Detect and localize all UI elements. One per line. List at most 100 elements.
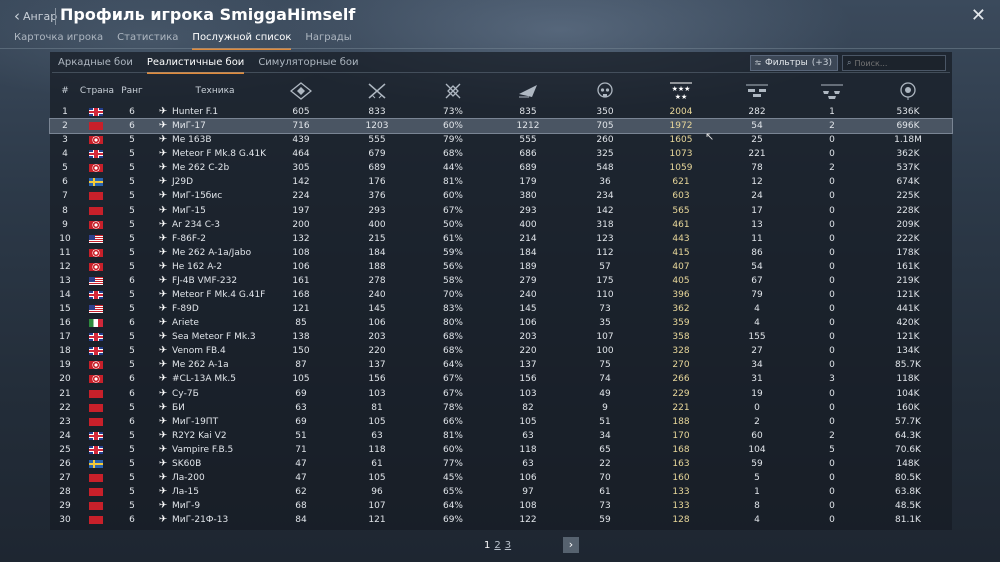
flag-us-icon [89, 234, 103, 243]
flag-ussr-icon [89, 474, 103, 483]
deaths-icon[interactable] [590, 78, 620, 104]
tab-2[interactable]: Послужной список [192, 32, 292, 50]
table-row[interactable]: 5 5 ✈ Me 262 C-2b 305 689 44% 689 548 1059 78 2 537K [50, 161, 952, 175]
battles-value: 105 [292, 374, 310, 385]
battles-value: 439 [292, 135, 310, 146]
flag-de-icon [89, 220, 103, 229]
back-to-hangar-button[interactable]: ‹ Ангар [14, 9, 58, 24]
missions-value: 1203 [365, 121, 389, 132]
page-link[interactable]: 1 [484, 540, 491, 551]
air-kills-value: 1605 [669, 135, 693, 146]
col-vehicle[interactable]: Техника [195, 86, 235, 96]
table-row[interactable]: 4 5 ✈ Meteor F Mk.8 G.41K 464 679 68% 686 325 107… [50, 147, 952, 161]
table-row[interactable]: 10 5 ✈ F-86F-2 132 215 61% 214 123 443 11 0 222K [50, 232, 952, 246]
table-row[interactable]: 17 5 ✈ Sea Meteor F Mk.3 138 203 68% 203 107 358 1… [50, 330, 952, 344]
vehicle-name: SK60B [172, 458, 202, 469]
flag-ussr-icon [89, 206, 103, 215]
table-row[interactable]: 25 5 ✈ Vampire F.B.5 71 118 60% 118 65 168 104 5 70.… [50, 443, 952, 457]
table-row[interactable]: 3 5 ✈ Me 163B 439 555 79% 555 260 1605 25 0 1.18M [50, 133, 952, 147]
col-country[interactable]: Страна [79, 86, 115, 96]
table-row[interactable]: 18 5 ✈ Venom FB.4 150 220 68% 220 100 328 27 0 134K [50, 344, 952, 358]
missions-won-icon[interactable] [362, 78, 392, 104]
country-flag-icon [89, 122, 103, 131]
close-icon[interactable]: ✕ [970, 5, 986, 26]
mode-tab-2[interactable]: Симуляторные бои [258, 57, 359, 68]
table-row[interactable]: 11 5 ✈ Me 262 A-1a/Jabo 108 184 59% 184 112 415 86… [50, 246, 952, 260]
table-row[interactable]: 29 5 ✈ МиГ-9 68 107 64% 108 73 133 8 0 48.5K [50, 499, 952, 513]
table-row[interactable]: 14 5 ✈ Meteor F Mk.4 G.41F 168 240 70% 240 110 39… [50, 288, 952, 302]
ground-kills-icon[interactable] [742, 78, 772, 104]
activity-icon[interactable] [893, 78, 923, 104]
table-row[interactable]: 13 6 ✈ FJ-4B VMF-232 161 278 58% 279 175 405 67 0 21… [50, 274, 952, 288]
win-rate-icon[interactable] [438, 78, 468, 104]
search-input[interactable] [854, 58, 935, 68]
battles-value: 85 [295, 318, 307, 329]
air-kills-icon[interactable]: ★★★ ★★ [666, 78, 696, 104]
win-rate-value: 65% [442, 487, 463, 498]
air-kills-value: 2004 [669, 107, 693, 117]
table-row[interactable]: 6 5 ✈ J29D 142 176 81% 179 36 621 12 0 674K [50, 175, 952, 189]
table-row[interactable]: 9 5 ✈ Ar 234 C-3 200 400 50% 400 318 461 13 0 209K [50, 218, 952, 232]
table-row[interactable]: 24 5 ✈ R2Y2 Kai V2 51 63 81% 63 34 170 60 2 64.3K [50, 429, 952, 443]
table-row[interactable]: 12 5 ✈ He 162 A-2 106 188 56% 189 57 407 54 0 161K [50, 260, 952, 274]
row-number: 19 [59, 360, 71, 371]
rank: 5 [129, 501, 135, 512]
table-row[interactable]: 16 6 ✈ Ariete 85 106 80% 106 35 359 4 0 420K [50, 316, 952, 330]
flag-de-icon [89, 262, 103, 271]
battles-icon[interactable] [286, 78, 316, 104]
tab-3[interactable]: Награды [305, 32, 352, 43]
air-kills-value: 396 [672, 290, 690, 301]
naval-kills-icon[interactable] [817, 78, 847, 104]
table-row[interactable]: 26 5 ✈ SK60B 47 61 77% 63 22 163 59 0 148K [50, 457, 952, 471]
naval-kills-value: 0 [829, 275, 835, 286]
page-link[interactable]: 2 [494, 540, 501, 551]
country-flag-icon [89, 347, 103, 356]
respawns-value: 118 [519, 444, 537, 455]
page-link[interactable]: 3 [504, 540, 512, 551]
rank: 5 [129, 360, 135, 371]
tab-1[interactable]: Статистика [117, 32, 179, 43]
col-rank[interactable]: Ранг [121, 86, 143, 96]
table-row[interactable]: 27 5 ✈ Ла-200 47 105 45% 106 70 160 5 0 80.5K [50, 471, 952, 485]
back-label: Ангар [23, 9, 58, 23]
row-number: 15 [59, 304, 71, 315]
filter-button[interactable]: Фильтры (+3) [750, 55, 838, 71]
table-row[interactable]: 2 6 ✈ МиГ-17 716 1203 60% 1212 705 1972 54 2 696K [49, 118, 953, 135]
rank: 5 [129, 304, 135, 315]
naval-kills-value: 5 [829, 444, 835, 455]
respawns-value: 106 [519, 318, 537, 329]
activity-value: 362K [896, 149, 920, 160]
missions-value: 156 [368, 374, 386, 385]
activity-value: 85.7K [895, 360, 921, 371]
plane-icon: ✈ [158, 415, 168, 427]
missions-value: 118 [368, 444, 386, 455]
col-num[interactable]: # [61, 86, 69, 96]
mode-tab-0[interactable]: Аркадные бои [58, 57, 133, 68]
rank: 5 [129, 290, 135, 301]
table-row[interactable]: 20 6 ✈ #CL-13A Mk.5 105 156 67% 156 74 266 31 3 118K [50, 372, 952, 386]
row-number: 7 [62, 191, 68, 202]
battles-value: 62 [295, 487, 307, 498]
next-page-button[interactable]: › [563, 537, 579, 553]
vehicle-name: Me 262 A-1a/Jabo [172, 247, 252, 258]
table-row[interactable]: 19 5 ✈ Me 262 A-1a 87 137 64% 137 75 270 34 0 85.7K [50, 358, 952, 372]
table-row[interactable]: 23 6 ✈ МиГ-19ПТ 69 105 66% 105 51 188 2 0 57.7K [50, 415, 952, 429]
table-row[interactable]: 28 5 ✈ Ла-15 62 96 65% 97 61 133 1 0 63.8K [50, 485, 952, 499]
table-row[interactable]: 30 6 ✈ МиГ-21Ф-13 84 121 69% 122 59 128 4 0 81.1K [50, 513, 952, 527]
table-row[interactable]: 22 5 ✈ БИ 63 81 78% 82 9 221 0 0 160K [50, 401, 952, 415]
respawns-value: 122 [519, 515, 537, 526]
table-row[interactable]: 7 5 ✈ МиГ-15бис 224 376 60% 380 234 603 24 0 225K [50, 189, 952, 203]
table-row[interactable]: 8 5 ✈ МиГ-15 197 293 67% 293 142 565 17 0 228K [50, 204, 952, 218]
deaths-value: 51 [599, 416, 611, 427]
win-rate-value: 66% [442, 416, 463, 427]
respawns-icon[interactable] [513, 78, 543, 104]
naval-kills-value: 0 [829, 515, 835, 526]
tab-0[interactable]: Карточка игрока [14, 32, 104, 43]
mode-tab-1[interactable]: Реалистичные бои [146, 57, 245, 74]
plane-icon: ✈ [158, 218, 168, 230]
table-row[interactable]: 21 6 ✈ Су-7Б 69 103 67% 103 49 229 19 0 104K [50, 387, 952, 401]
table-row[interactable]: 15 5 ✈ F-89D 121 145 83% 145 73 362 4 0 441K [50, 302, 952, 316]
flag-ussr-icon [89, 403, 103, 412]
respawns-value: 63 [522, 430, 534, 441]
table-row[interactable]: 1 6 ✈ Hunter F.1 605 833 73% 835 350 2004 282 1 536K [50, 105, 952, 119]
